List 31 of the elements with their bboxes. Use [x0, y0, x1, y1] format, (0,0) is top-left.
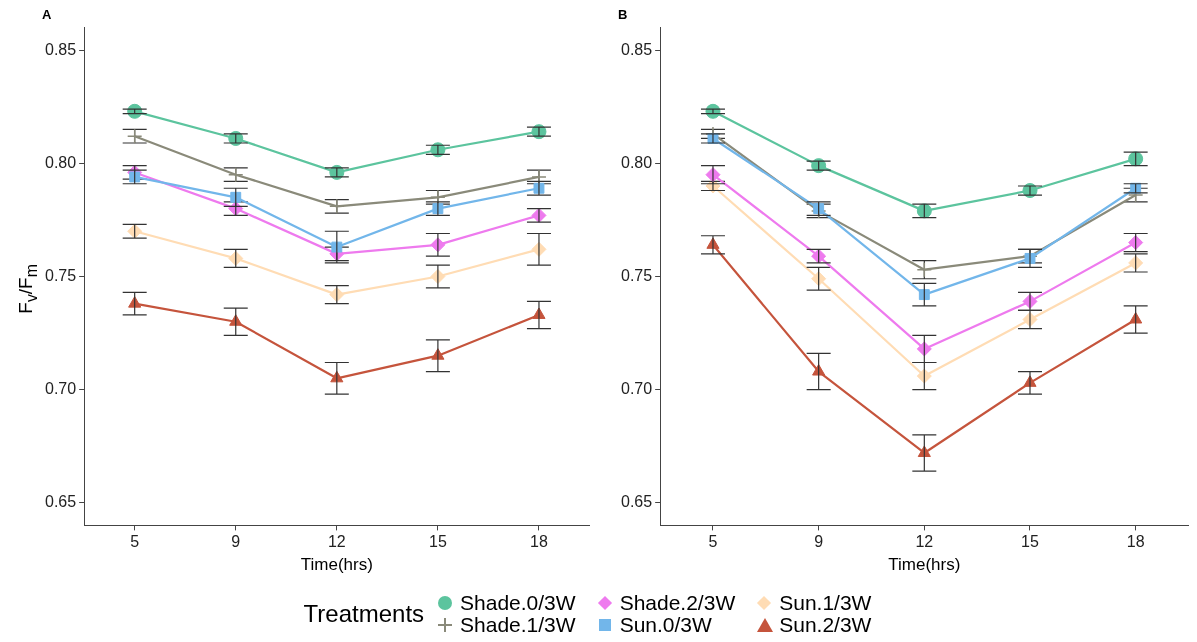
legend-label: Sun.2/3W [778, 613, 872, 636]
x-tick-label: 9 [814, 533, 824, 551]
x-tick-label: 5 [130, 533, 140, 551]
y-tick-label: 0.85 [621, 40, 653, 58]
legend-label: Shade.0/3W [459, 591, 576, 614]
y-tick-label: 0.80 [45, 153, 77, 171]
x-tick-label: 18 [1126, 533, 1145, 551]
legend-label: Shade.1/3W [459, 613, 576, 636]
x-tick-label: 15 [1021, 533, 1039, 551]
chart-title: A [42, 7, 52, 23]
y-tick-label: 0.75 [621, 266, 653, 284]
x-tick-label: 12 [915, 533, 934, 551]
legend-label: Shade.2/3W [618, 591, 736, 614]
x-tick-label: 5 [708, 533, 718, 551]
x-axis-title: Time(hrs) [888, 555, 961, 575]
x-tick-label: 9 [231, 533, 241, 551]
legend-title: Treatments [303, 600, 425, 628]
y-tick-label: 0.85 [45, 40, 77, 58]
chart-title: B [618, 7, 628, 23]
y-tick-label: 0.80 [621, 153, 653, 171]
y-tick-label: 0.65 [621, 493, 653, 511]
x-tick-label: 15 [428, 533, 447, 551]
y-tick-label: 0.70 [621, 380, 653, 398]
legend-label: Sun.0/3W [618, 613, 713, 636]
x-axis-title: Time(hrs) [300, 555, 373, 575]
x-tick-label: 12 [327, 533, 346, 551]
legend-label: Sun.1/3W [778, 591, 872, 614]
x-tick-label: 18 [530, 533, 548, 551]
y-tick-label: 0.75 [45, 266, 77, 284]
y-tick-label: 0.65 [45, 493, 77, 511]
y-tick-label: 0.70 [45, 380, 77, 398]
